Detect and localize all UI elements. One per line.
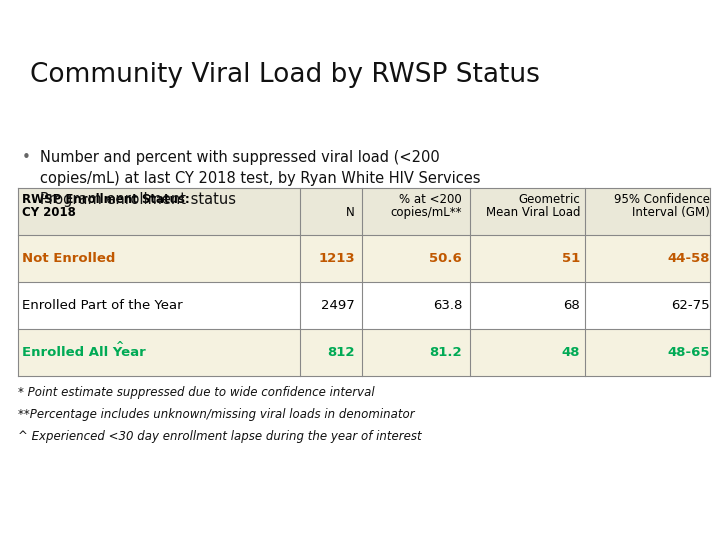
Text: % at <200: % at <200 [400, 193, 462, 206]
Text: Enrolled Part of the Year: Enrolled Part of the Year [22, 299, 183, 312]
Text: CY 2018: CY 2018 [22, 206, 76, 219]
Text: 48: 48 [562, 346, 580, 359]
Text: 812: 812 [328, 346, 355, 359]
Text: Interval (GM): Interval (GM) [632, 206, 710, 219]
Text: copies/mL**: copies/mL** [390, 206, 462, 219]
Text: 68: 68 [563, 299, 580, 312]
Bar [18, 282, 710, 329]
Text: Enrolled All Year: Enrolled All Year [22, 346, 145, 359]
Text: 2497: 2497 [321, 299, 355, 312]
Text: Mean Viral Load: Mean Viral Load [485, 206, 580, 219]
Text: Community Viral Load by RWSP Status: Community Viral Load by RWSP Status [30, 62, 540, 88]
Text: 62-75: 62-75 [671, 299, 710, 312]
Text: RWSP Enrollment Status:: RWSP Enrollment Status: [22, 193, 190, 206]
Bar [18, 329, 710, 376]
Text: N: N [346, 206, 355, 219]
Bar [18, 235, 710, 282]
Text: 48-65: 48-65 [667, 346, 710, 359]
Text: 1213: 1213 [318, 252, 355, 265]
Text: Not Enrolled: Not Enrolled [22, 252, 115, 265]
Text: ^ Experienced <30 day enrollment lapse during the year of interest: ^ Experienced <30 day enrollment lapse d… [18, 430, 422, 443]
Text: 51: 51 [562, 252, 580, 265]
Text: Geometric: Geometric [518, 193, 580, 206]
Text: 63.8: 63.8 [433, 299, 462, 312]
Text: •: • [22, 150, 31, 165]
Text: 50.6: 50.6 [429, 252, 462, 265]
Text: 44-58: 44-58 [667, 252, 710, 265]
Text: 95% Confidence: 95% Confidence [614, 193, 710, 206]
Text: * Point estimate suppressed due to wide confidence interval: * Point estimate suppressed due to wide … [18, 386, 374, 399]
Text: 81.2: 81.2 [429, 346, 462, 359]
Bar [18, 188, 710, 235]
Text: **Percentage includes unknown/missing viral loads in denominator: **Percentage includes unknown/missing vi… [18, 408, 415, 421]
Text: ^: ^ [115, 341, 124, 352]
Text: Number and percent with suppressed viral load (<200
copies/mL) at last CY 2018 t: Number and percent with suppressed viral… [40, 150, 480, 207]
